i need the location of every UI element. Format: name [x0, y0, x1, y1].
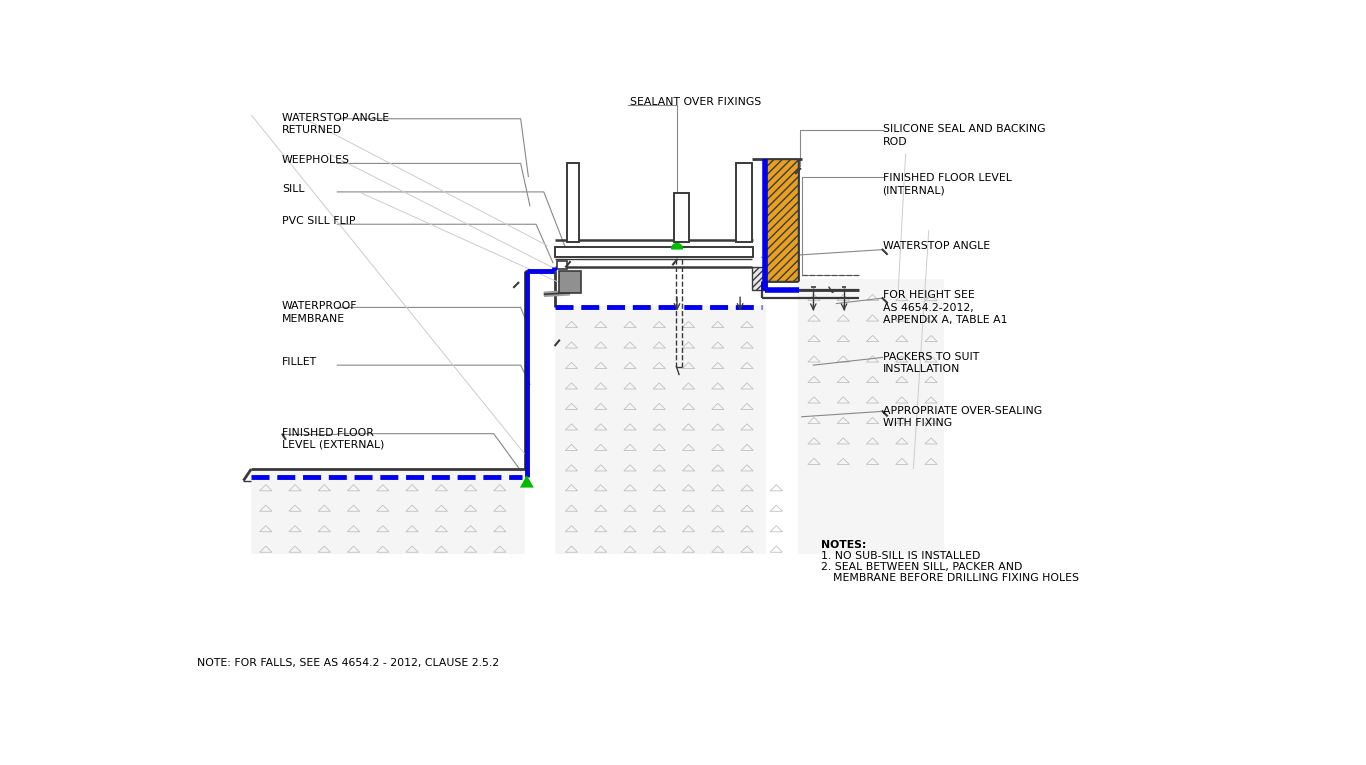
Polygon shape [251, 469, 525, 554]
Bar [559, 272, 581, 293]
Text: NOTES:: NOTES: [821, 540, 866, 550]
Text: APPROPRIATE OVER-SEALING
WITH FIXING: APPROPRIATE OVER-SEALING WITH FIXING [882, 406, 1042, 428]
Bar [736, 163, 751, 242]
Text: FINISHED FLOOR LEVEL
(INTERNAL): FINISHED FLOOR LEVEL (INTERNAL) [882, 173, 1011, 195]
Text: MEMBRANE BEFORE DRILLING FIXING HOLES: MEMBRANE BEFORE DRILLING FIXING HOLES [833, 573, 1079, 583]
Text: WATERSTOP ANGLE: WATERSTOP ANGLE [882, 241, 990, 251]
Text: FINISHED FLOOR
LEVEL (EXTERNAL): FINISHED FLOOR LEVEL (EXTERNAL) [281, 428, 384, 450]
Text: SEALANT OVER FIXINGS: SEALANT OVER FIXINGS [630, 97, 761, 107]
Polygon shape [751, 267, 764, 291]
Text: PVC SILL FLIP: PVC SILL FLIP [281, 216, 355, 226]
Bar [673, 194, 688, 242]
Text: FOR HEIGHT SEE
AS 4654.2-2012,
APPENDIX A, TABLE A1: FOR HEIGHT SEE AS 4654.2-2012, APPENDIX … [882, 291, 1007, 325]
Bar [556, 247, 753, 257]
Polygon shape [672, 243, 683, 249]
Text: PACKERS TO SUIT
INSTALLATION: PACKERS TO SUIT INSTALLATION [882, 352, 979, 374]
Text: 2. SEAL BETWEEN SILL, PACKER AND: 2. SEAL BETWEEN SILL, PACKER AND [821, 562, 1022, 572]
Text: SILL: SILL [281, 184, 305, 194]
Text: SILICONE SEAL AND BACKING
ROD: SILICONE SEAL AND BACKING ROD [882, 124, 1045, 147]
Text: WEEPHOLES: WEEPHOLES [281, 155, 350, 164]
Text: WATERSTOP ANGLE
RETURNED: WATERSTOP ANGLE RETURNED [281, 112, 389, 135]
Text: FILLET: FILLET [281, 357, 317, 367]
Text: NOTE: FOR FALLS, SEE AS 4654.2 - 2012, CLAUSE 2.5.2: NOTE: FOR FALLS, SEE AS 4654.2 - 2012, C… [197, 658, 500, 668]
Polygon shape [765, 159, 798, 282]
Bar [567, 163, 579, 242]
Text: WATERPROOF
MEMBRANE: WATERPROOF MEMBRANE [281, 301, 358, 324]
Bar [557, 261, 567, 269]
Polygon shape [798, 279, 944, 554]
Polygon shape [520, 475, 534, 487]
Polygon shape [556, 306, 765, 554]
Text: 1. NO SUB-SILL IS INSTALLED: 1. NO SUB-SILL IS INSTALLED [821, 551, 981, 561]
